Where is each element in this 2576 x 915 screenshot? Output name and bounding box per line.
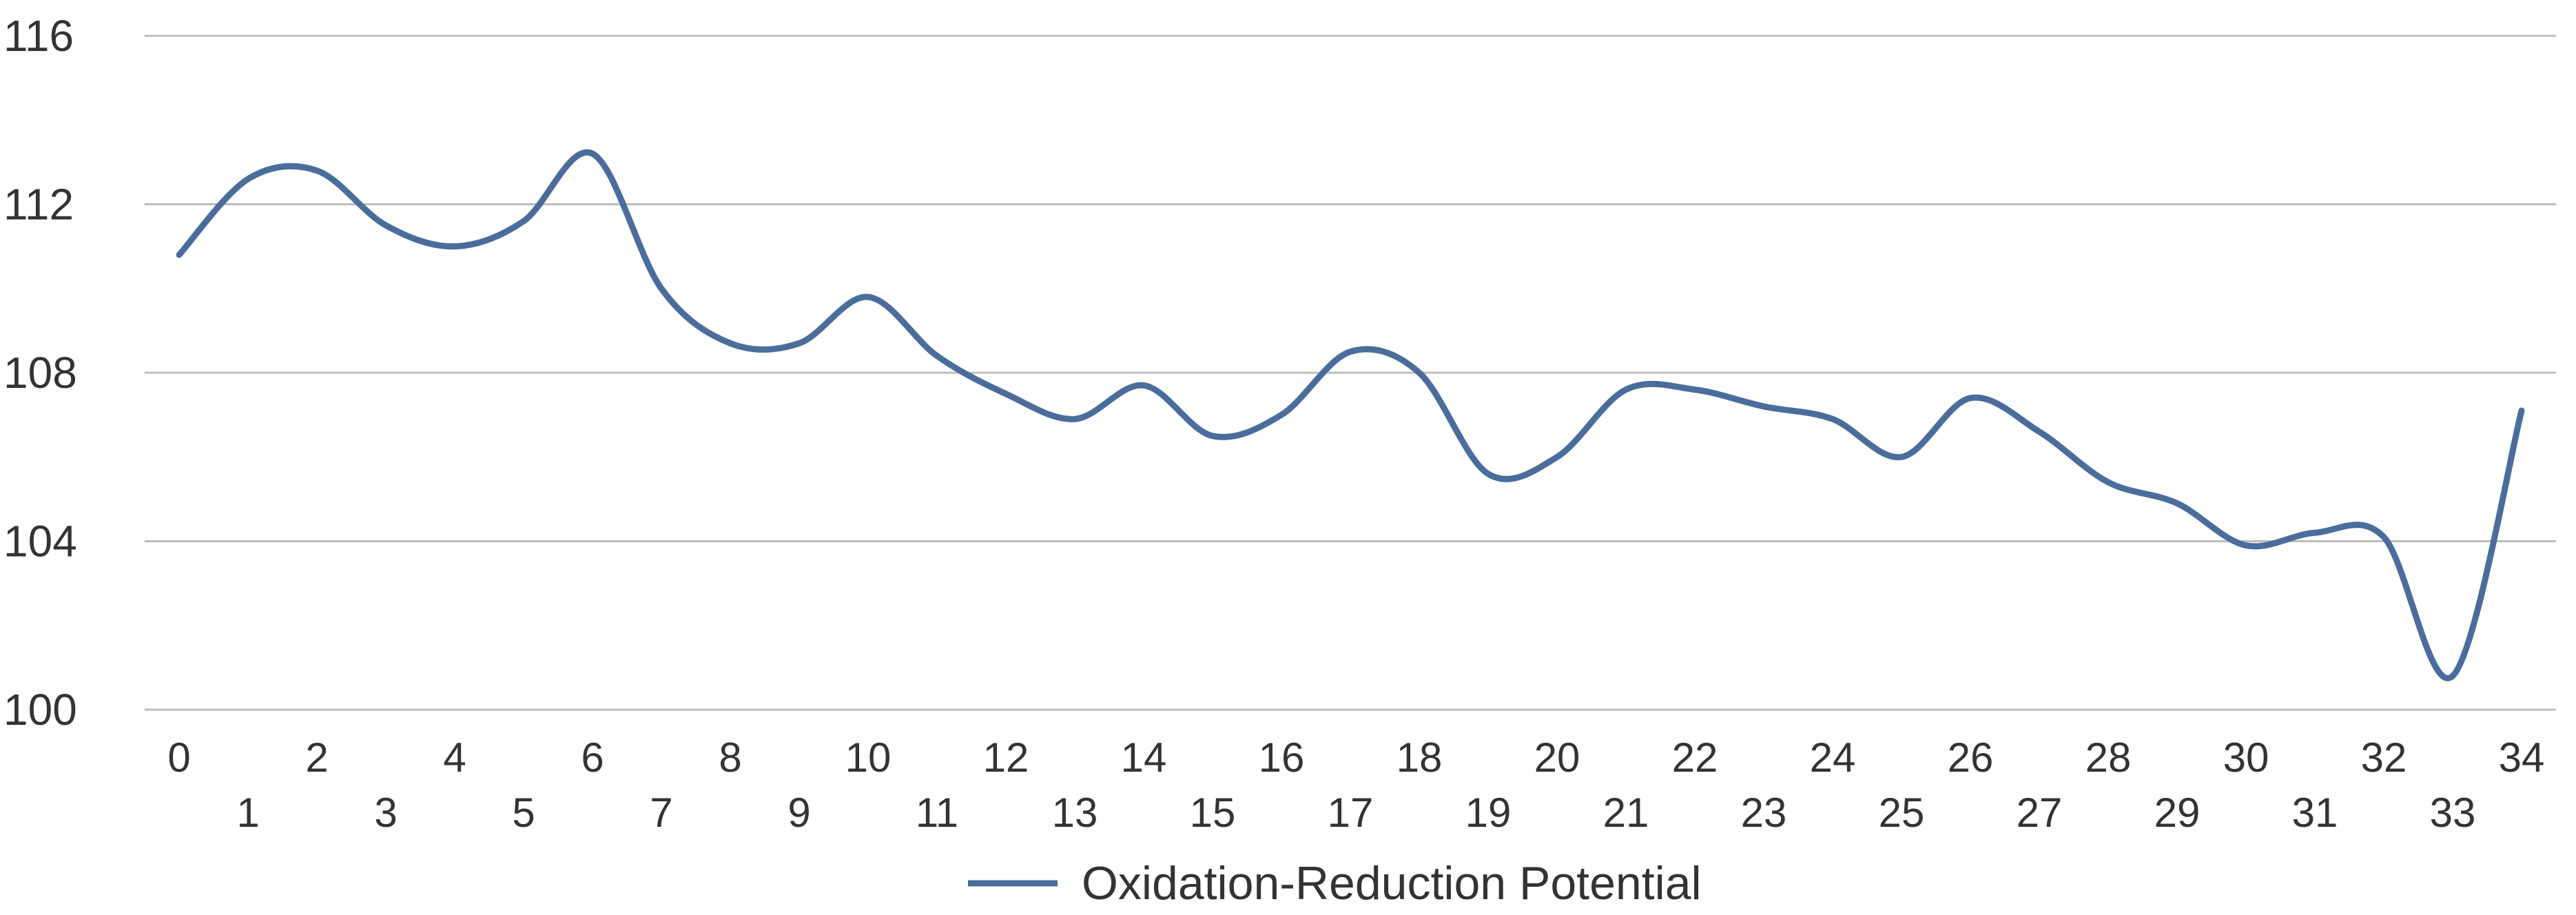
x-tick-label: 33 — [2430, 790, 2476, 836]
y-axis-ticks: 100 104 108 112 116 — [3, 11, 77, 734]
y-tick-label: 100 — [3, 685, 77, 734]
x-tick-label: 31 — [2292, 790, 2338, 836]
x-tick-label: 14 — [1121, 734, 1167, 781]
x-tick-label: 29 — [2154, 790, 2201, 836]
gridlines — [145, 34, 2556, 711]
x-tick-label: 11 — [916, 790, 958, 836]
x-tick-label: 25 — [1879, 790, 1925, 836]
x-tick-label: 24 — [1810, 734, 1856, 781]
legend: Oxidation-Reduction Potential — [968, 857, 1702, 909]
x-tick-label: 21 — [1603, 790, 1649, 836]
x-tick-label: 12 — [983, 734, 1029, 781]
x-tick-label: 26 — [1948, 734, 1994, 781]
x-tick-label: 23 — [1741, 790, 1787, 836]
y-tick-label: 108 — [3, 348, 77, 398]
x-tick-label: 2 — [305, 734, 328, 781]
x-tick-label: 18 — [1397, 734, 1443, 781]
y-tick-label: 112 — [3, 180, 74, 229]
y-tick-label: 116 — [3, 11, 74, 61]
series-line — [176, 149, 2525, 681]
x-tick-label: 22 — [1672, 734, 1718, 781]
x-tick-label: 8 — [719, 734, 741, 781]
x-tick-label: 15 — [1190, 790, 1236, 836]
x-tick-label: 19 — [1465, 790, 1512, 836]
x-tick-label: 30 — [2223, 734, 2269, 781]
x-tick-label: 27 — [2017, 790, 2063, 836]
x-tick-label: 6 — [581, 734, 604, 781]
x-tick-label: 3 — [374, 790, 397, 836]
x-tick-label: 34 — [2499, 734, 2545, 781]
x-tick-label: 10 — [845, 734, 892, 781]
x-tick-label: 4 — [443, 734, 466, 781]
x-tick-label: 16 — [1259, 734, 1305, 781]
legend-label: Oxidation-Reduction Potential — [1082, 857, 1702, 909]
x-tick-label: 28 — [2085, 734, 2132, 781]
x-tick-label: 0 — [167, 734, 190, 781]
x-tick-label: 13 — [1052, 790, 1098, 836]
x-tick-label: 17 — [1328, 790, 1374, 836]
x-tick-label: 1 — [236, 790, 259, 836]
x-axis-ticks: 0123456789101112131415161718192021222324… — [167, 734, 2544, 836]
x-tick-label: 7 — [650, 790, 672, 836]
series-lines — [176, 149, 2525, 681]
x-tick-label: 20 — [1534, 734, 1580, 781]
x-tick-label: 9 — [787, 790, 810, 836]
x-tick-label: 5 — [512, 790, 535, 836]
x-tick-label: 32 — [2361, 734, 2407, 781]
y-tick-label: 104 — [3, 517, 77, 566]
